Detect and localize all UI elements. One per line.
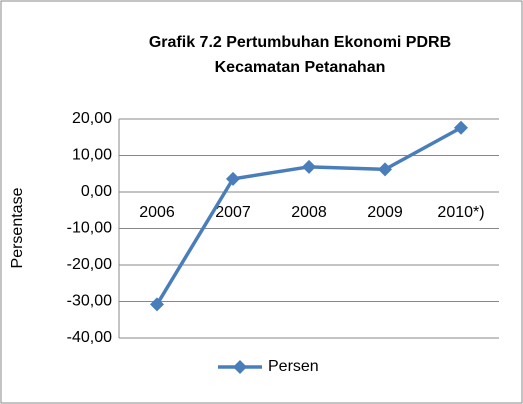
data-point [226, 171, 240, 186]
x-tick-label: 2009 [367, 204, 403, 221]
y-tick-label: 20,00 [72, 110, 112, 127]
x-tick-label: 2007 [215, 204, 251, 221]
legend-marker [233, 360, 247, 374]
legend-label: Persen [268, 358, 319, 375]
y-tick-label: 10,00 [72, 147, 112, 164]
data-point [378, 162, 392, 177]
data-point [302, 159, 316, 174]
data-point [454, 120, 468, 135]
y-tick-label: -10,00 [67, 220, 112, 237]
data-point [150, 297, 164, 312]
x-tick-label: 2008 [291, 204, 327, 221]
y-tick-label: -30,00 [67, 293, 112, 310]
chart-title: Kecamatan Petanahan [215, 59, 386, 76]
chart-title: Grafik 7.2 Pertumbuhan Ekonomi PDRB [149, 34, 451, 51]
y-tick-label: -40,00 [67, 329, 112, 346]
x-tick-label: 2006 [139, 204, 175, 221]
x-tick-label: 2010*) [437, 204, 484, 221]
y-axis-label: Persentase [9, 187, 26, 268]
y-tick-label: 0,00 [81, 183, 112, 200]
y-tick-label: -20,00 [67, 256, 112, 273]
